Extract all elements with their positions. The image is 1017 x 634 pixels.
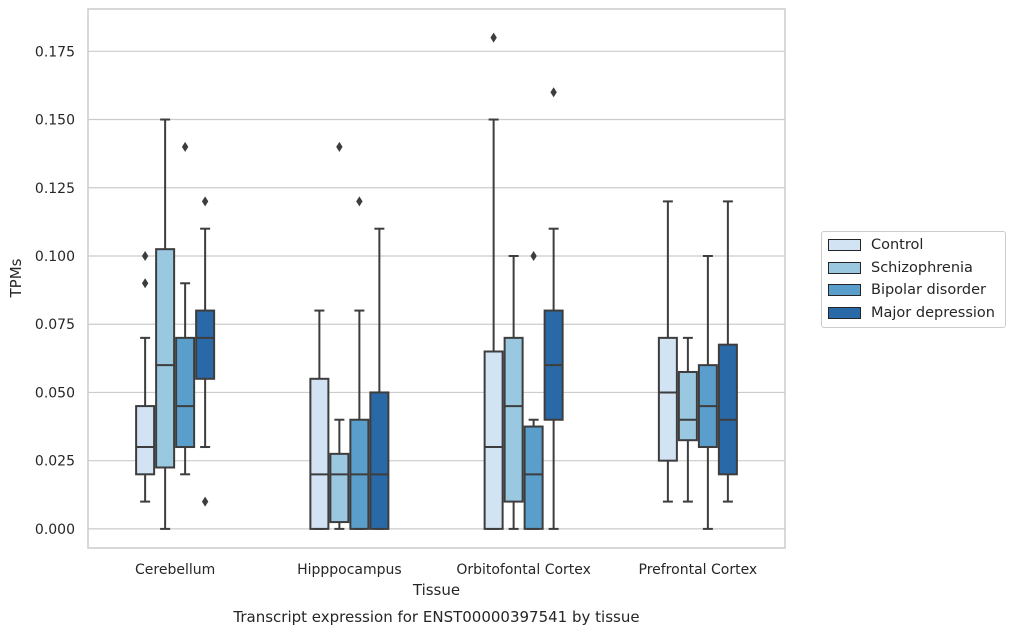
box-schizophrenia bbox=[677, 336, 698, 503]
chart-caption: Transcript expression for ENST0000039754… bbox=[232, 608, 639, 626]
outlier-point bbox=[201, 196, 209, 207]
iqr-box bbox=[677, 370, 698, 442]
outlier-point bbox=[356, 196, 363, 207]
legend-label: Schizophrenia bbox=[871, 259, 973, 276]
legend-swatch bbox=[828, 261, 861, 274]
outlier-point bbox=[550, 87, 557, 98]
outlier-point bbox=[336, 141, 343, 152]
legend-item: Major depression bbox=[822, 302, 1005, 325]
y-tick-label: 0.150 bbox=[35, 113, 75, 129]
y-axis-title: TPMs bbox=[7, 258, 25, 298]
box-schizophrenia bbox=[155, 118, 176, 530]
legend-label: Control bbox=[871, 237, 924, 254]
box-control bbox=[135, 250, 156, 503]
outlier-point bbox=[201, 496, 209, 507]
iqr-box bbox=[155, 248, 176, 469]
legend: Control Schizophrenia Bipolar disorder Majo… bbox=[821, 231, 1006, 328]
box-bipolar-disorder bbox=[349, 196, 370, 530]
y-tick-label: 0.050 bbox=[35, 385, 75, 401]
box-major-depression bbox=[369, 227, 390, 530]
legend-label: Major depression bbox=[871, 304, 995, 321]
box-schizophrenia bbox=[329, 141, 350, 530]
y-tick-label: 0.175 bbox=[35, 44, 75, 60]
outlier-point bbox=[141, 250, 149, 261]
x-axis-title: Tissue bbox=[412, 581, 460, 599]
box-major-depression bbox=[195, 196, 216, 507]
legend-swatch bbox=[828, 284, 861, 297]
plot-frame bbox=[87, 8, 786, 549]
x-tick-label: Orbitofontal Cortex bbox=[456, 562, 591, 578]
outlier-point bbox=[490, 32, 497, 43]
y-tick-label: 0.125 bbox=[35, 181, 75, 197]
legend-item: Control bbox=[822, 234, 1005, 257]
iqr-box bbox=[503, 336, 524, 503]
iqr-box bbox=[135, 405, 156, 476]
y-tick-label: 0.000 bbox=[35, 522, 75, 538]
x-tick-label: Hipppocampus bbox=[297, 562, 402, 578]
box-bipolar-disorder bbox=[697, 254, 718, 530]
iqr-box bbox=[369, 391, 390, 530]
iqr-box bbox=[329, 452, 350, 524]
iqr-box bbox=[523, 425, 544, 530]
legend-swatch bbox=[828, 239, 861, 252]
iqr-box bbox=[175, 336, 196, 449]
outlier-point bbox=[141, 278, 149, 289]
box-major-depression bbox=[717, 200, 738, 503]
box-schizophrenia bbox=[503, 254, 524, 530]
legend-item: Bipolar disorder bbox=[822, 279, 1005, 302]
box-series bbox=[135, 32, 738, 530]
x-tick-label: Cerebellum bbox=[135, 562, 215, 578]
x-axis-ticks: Cerebellum Hipppocampus Orbitofontal Corte… bbox=[135, 562, 757, 578]
box-major-depression bbox=[543, 87, 564, 530]
box-control bbox=[483, 32, 504, 530]
outlier-point bbox=[181, 141, 189, 152]
box-control bbox=[309, 309, 330, 530]
x-tick-label: Prefrontal Cortex bbox=[639, 562, 758, 578]
y-tick-label: 0.025 bbox=[35, 454, 75, 470]
iqr-box bbox=[717, 343, 738, 476]
y-tick-label: 0.075 bbox=[35, 317, 75, 333]
iqr-box bbox=[195, 309, 216, 380]
legend-swatch bbox=[828, 306, 861, 319]
box-bipolar-disorder bbox=[175, 141, 196, 476]
iqr-box bbox=[657, 336, 678, 462]
iqr-box bbox=[483, 350, 504, 530]
outlier-point bbox=[530, 250, 537, 261]
plot-area bbox=[88, 9, 785, 548]
box-control bbox=[657, 200, 678, 503]
legend-item: Schizophrenia bbox=[822, 257, 1005, 280]
box-bipolar-disorder bbox=[523, 250, 544, 530]
y-axis-ticks: 0.000 0.025 0.050 0.075 0.100 0.125 0.150 0.175 bbox=[35, 44, 75, 538]
iqr-box bbox=[309, 377, 330, 530]
y-tick-label: 0.100 bbox=[35, 249, 75, 265]
legend-label: Bipolar disorder bbox=[871, 282, 986, 299]
